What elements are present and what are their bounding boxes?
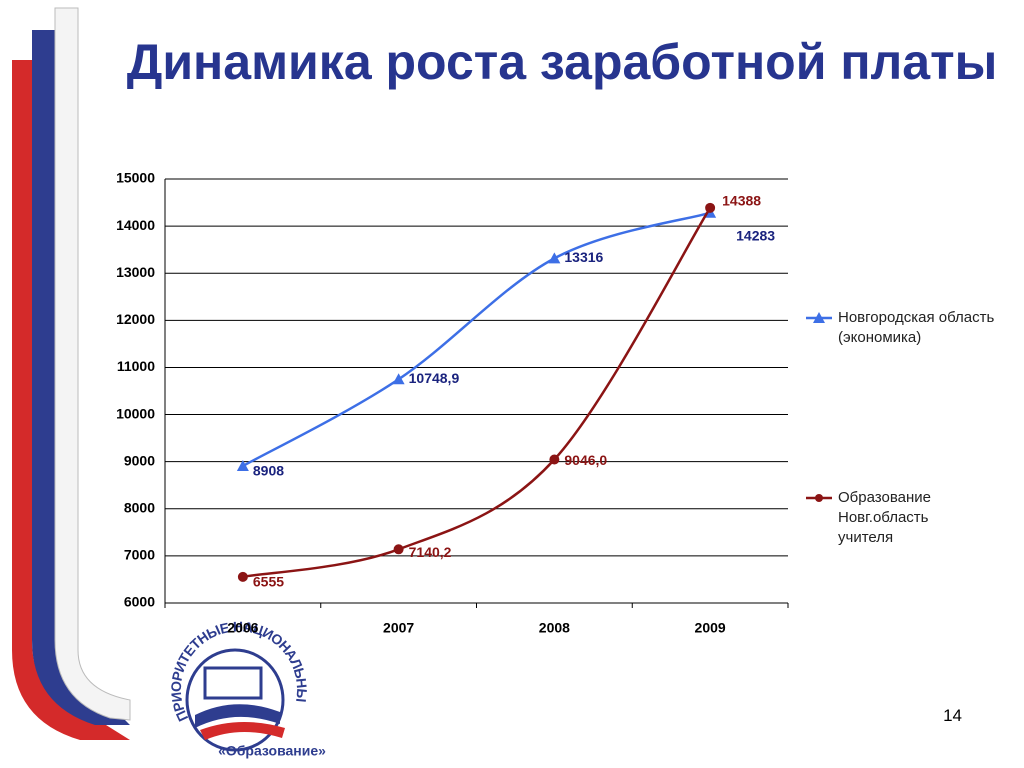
marker [236, 460, 249, 472]
y-tick-label: 13000 [116, 264, 155, 280]
y-tick-label: 7000 [124, 547, 155, 563]
data-label: 14283 [736, 227, 775, 243]
marker [705, 202, 716, 213]
y-tick-label: 12000 [116, 311, 155, 327]
data-label: 13316 [564, 249, 603, 265]
logo-name: «Образование» [218, 743, 326, 759]
logo-wave-red [200, 721, 285, 740]
y-tick-label: 14000 [116, 217, 155, 233]
y-tick-label: 11000 [117, 358, 155, 374]
marker [392, 373, 405, 385]
x-tick-label: 2008 [539, 620, 570, 636]
page-number: 14 [943, 706, 962, 725]
data-label: 10748,9 [409, 370, 460, 386]
stripe-white [54, 7, 131, 721]
x-tick-label: 2007 [383, 620, 414, 636]
marker [549, 454, 560, 465]
marker [237, 571, 248, 582]
x-tick-label: 2006 [227, 620, 258, 636]
y-tick-label: 6000 [124, 594, 155, 610]
logo-wave-blue [195, 704, 280, 728]
data-label: 14388 [722, 193, 761, 209]
stripe-blue [32, 30, 130, 725]
marker [393, 544, 404, 555]
y-tick-label: 10000 [116, 405, 155, 421]
data-label: 6555 [253, 574, 284, 590]
y-tick-label: 15000 [116, 170, 155, 186]
series-line [242, 211, 711, 468]
data-label: 7140,2 [409, 544, 452, 560]
legend-marker [813, 312, 825, 323]
x-tick-label: 2009 [695, 620, 726, 636]
marker [548, 252, 561, 264]
data-label: 9046,0 [564, 452, 607, 468]
y-tick-label: 8000 [124, 499, 155, 515]
stripe-red [12, 60, 130, 740]
chart-title: Динамика роста заработной платы [127, 34, 998, 90]
data-label: 8908 [253, 463, 284, 479]
legend-label: Новгородская область (экономика) [838, 309, 995, 346]
legend-label: Образование Новг.область учителя [838, 489, 931, 546]
logo-book [203, 666, 263, 700]
y-tick-label: 9000 [124, 452, 155, 468]
series-line [242, 207, 712, 579]
logo-ring [185, 648, 285, 752]
legend-marker [815, 494, 823, 502]
